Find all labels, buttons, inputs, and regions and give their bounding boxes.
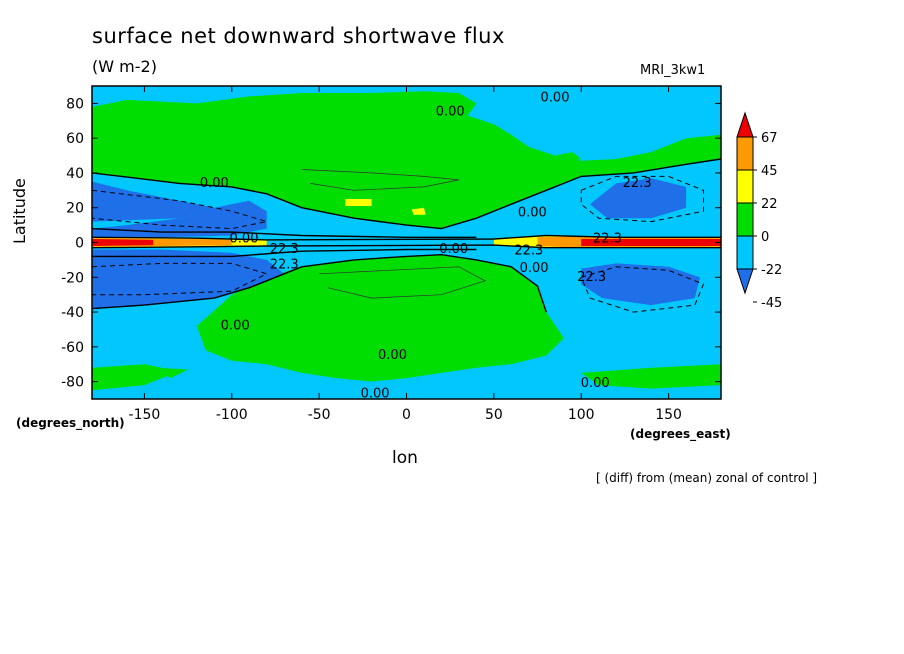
y-tick-label-5: 0 [75, 236, 84, 252]
contour-region-6 [92, 181, 215, 222]
x-tick-label-6: 100 [568, 407, 595, 423]
colorbar-label-2: 45 [761, 164, 778, 179]
contour-thin-1 [301, 169, 459, 191]
contour-label-2: 0.00 [541, 91, 570, 106]
x-tick-label-7: 150 [655, 407, 682, 423]
colorbar-arrow-top [736, 111, 754, 138]
chart-units: (W m-2) [92, 57, 157, 76]
colorbar-box-4 [736, 235, 754, 270]
contour-line-4 [92, 244, 721, 249]
y-tick-label-6: 20 [66, 201, 84, 217]
footnote: [ (diff) from (mean) zonal of control ] [596, 471, 818, 485]
contour-label-10: 0.00 [361, 386, 390, 401]
y-tick-label-2: -60 [61, 340, 84, 356]
contour-label-11: 0.00 [230, 232, 259, 247]
contour-label-17: 22.3 [593, 232, 622, 247]
contour-region-14 [92, 239, 154, 246]
x-tick-label-5: 50 [485, 407, 503, 423]
contour-region-16 [345, 199, 372, 206]
colorbar-box-3 [736, 202, 754, 237]
colorbar-box-1 [736, 136, 754, 171]
contour-label-13: 22.3 [270, 242, 299, 257]
contour-label-15: 22.3 [514, 244, 543, 259]
contour-line-6 [92, 248, 477, 258]
contour-label-4: 0.00 [518, 205, 547, 220]
x-tick-label-3: -50 [308, 407, 331, 423]
contour-label-14: 22.3 [270, 258, 299, 273]
contour-dashed-2 [580, 266, 705, 313]
contour-line-3 [92, 234, 721, 241]
contour-label-9: 0.00 [581, 376, 610, 391]
contour-label-3: 0.00 [200, 176, 229, 191]
colorbar-label-4: 0 [761, 230, 769, 245]
contour-label-8: 0.00 [378, 348, 407, 363]
y-tick-label-8: 60 [66, 131, 84, 147]
contour-label-1: 0.00 [436, 105, 465, 120]
contour-dashed-1 [580, 175, 704, 223]
colorbar-box-2 [736, 169, 754, 204]
colorbar-label-5: -22 [761, 263, 782, 278]
contour-region-8 [590, 178, 687, 219]
contour-line-1 [92, 158, 721, 230]
contour-line-2 [92, 253, 547, 313]
contour-region-19 [153, 367, 189, 379]
contour-label-7: 0.00 [221, 318, 250, 333]
x-tick-label-4: 0 [402, 407, 411, 423]
y-tick-label-9: 80 [66, 96, 84, 112]
contour-label-12: 22.3 [623, 176, 652, 191]
contour-region-2 [196, 254, 564, 382]
model-name: MRI_3kw1 [640, 63, 706, 78]
contour-label-16: 22.3 [577, 270, 606, 285]
chart-title: surface net downward shortwave flux [92, 24, 505, 48]
y-tick-label-1: -80 [61, 375, 84, 391]
colorbar-arrow-bottom [736, 268, 754, 295]
contour-region-1 [92, 91, 721, 229]
contour-line-5 [92, 227, 477, 238]
x-axis-units: (degrees_east) [630, 427, 731, 441]
contour-label-6: 0.00 [520, 261, 549, 276]
colorbar-label-3: 22 [761, 197, 778, 212]
y-tick-label-4: -20 [61, 270, 84, 286]
y-axis-units: (degrees_north) [16, 416, 125, 430]
colorbar-label-6: -45 [761, 296, 782, 311]
y-tick-label-7: 40 [66, 166, 84, 182]
contour-region-17 [411, 207, 426, 215]
x-tick-label-2: -100 [216, 407, 248, 423]
contour-label-5: 0.00 [439, 242, 468, 257]
contour-dashed-3 [92, 189, 267, 230]
contour-region-5 [92, 200, 267, 238]
contour-region-4 [581, 364, 721, 389]
contour-region-18 [555, 152, 582, 163]
colorbar-label-1: 67 [761, 131, 778, 146]
contour-thin-2 [319, 266, 486, 299]
contour-region-3 [92, 364, 180, 391]
contour-region-9 [581, 263, 700, 306]
x-tick-label-1: -150 [129, 407, 161, 423]
y-tick-label-3: -40 [61, 305, 84, 321]
contour-region-15 [581, 239, 721, 246]
x-axis-label: lon [392, 448, 418, 468]
